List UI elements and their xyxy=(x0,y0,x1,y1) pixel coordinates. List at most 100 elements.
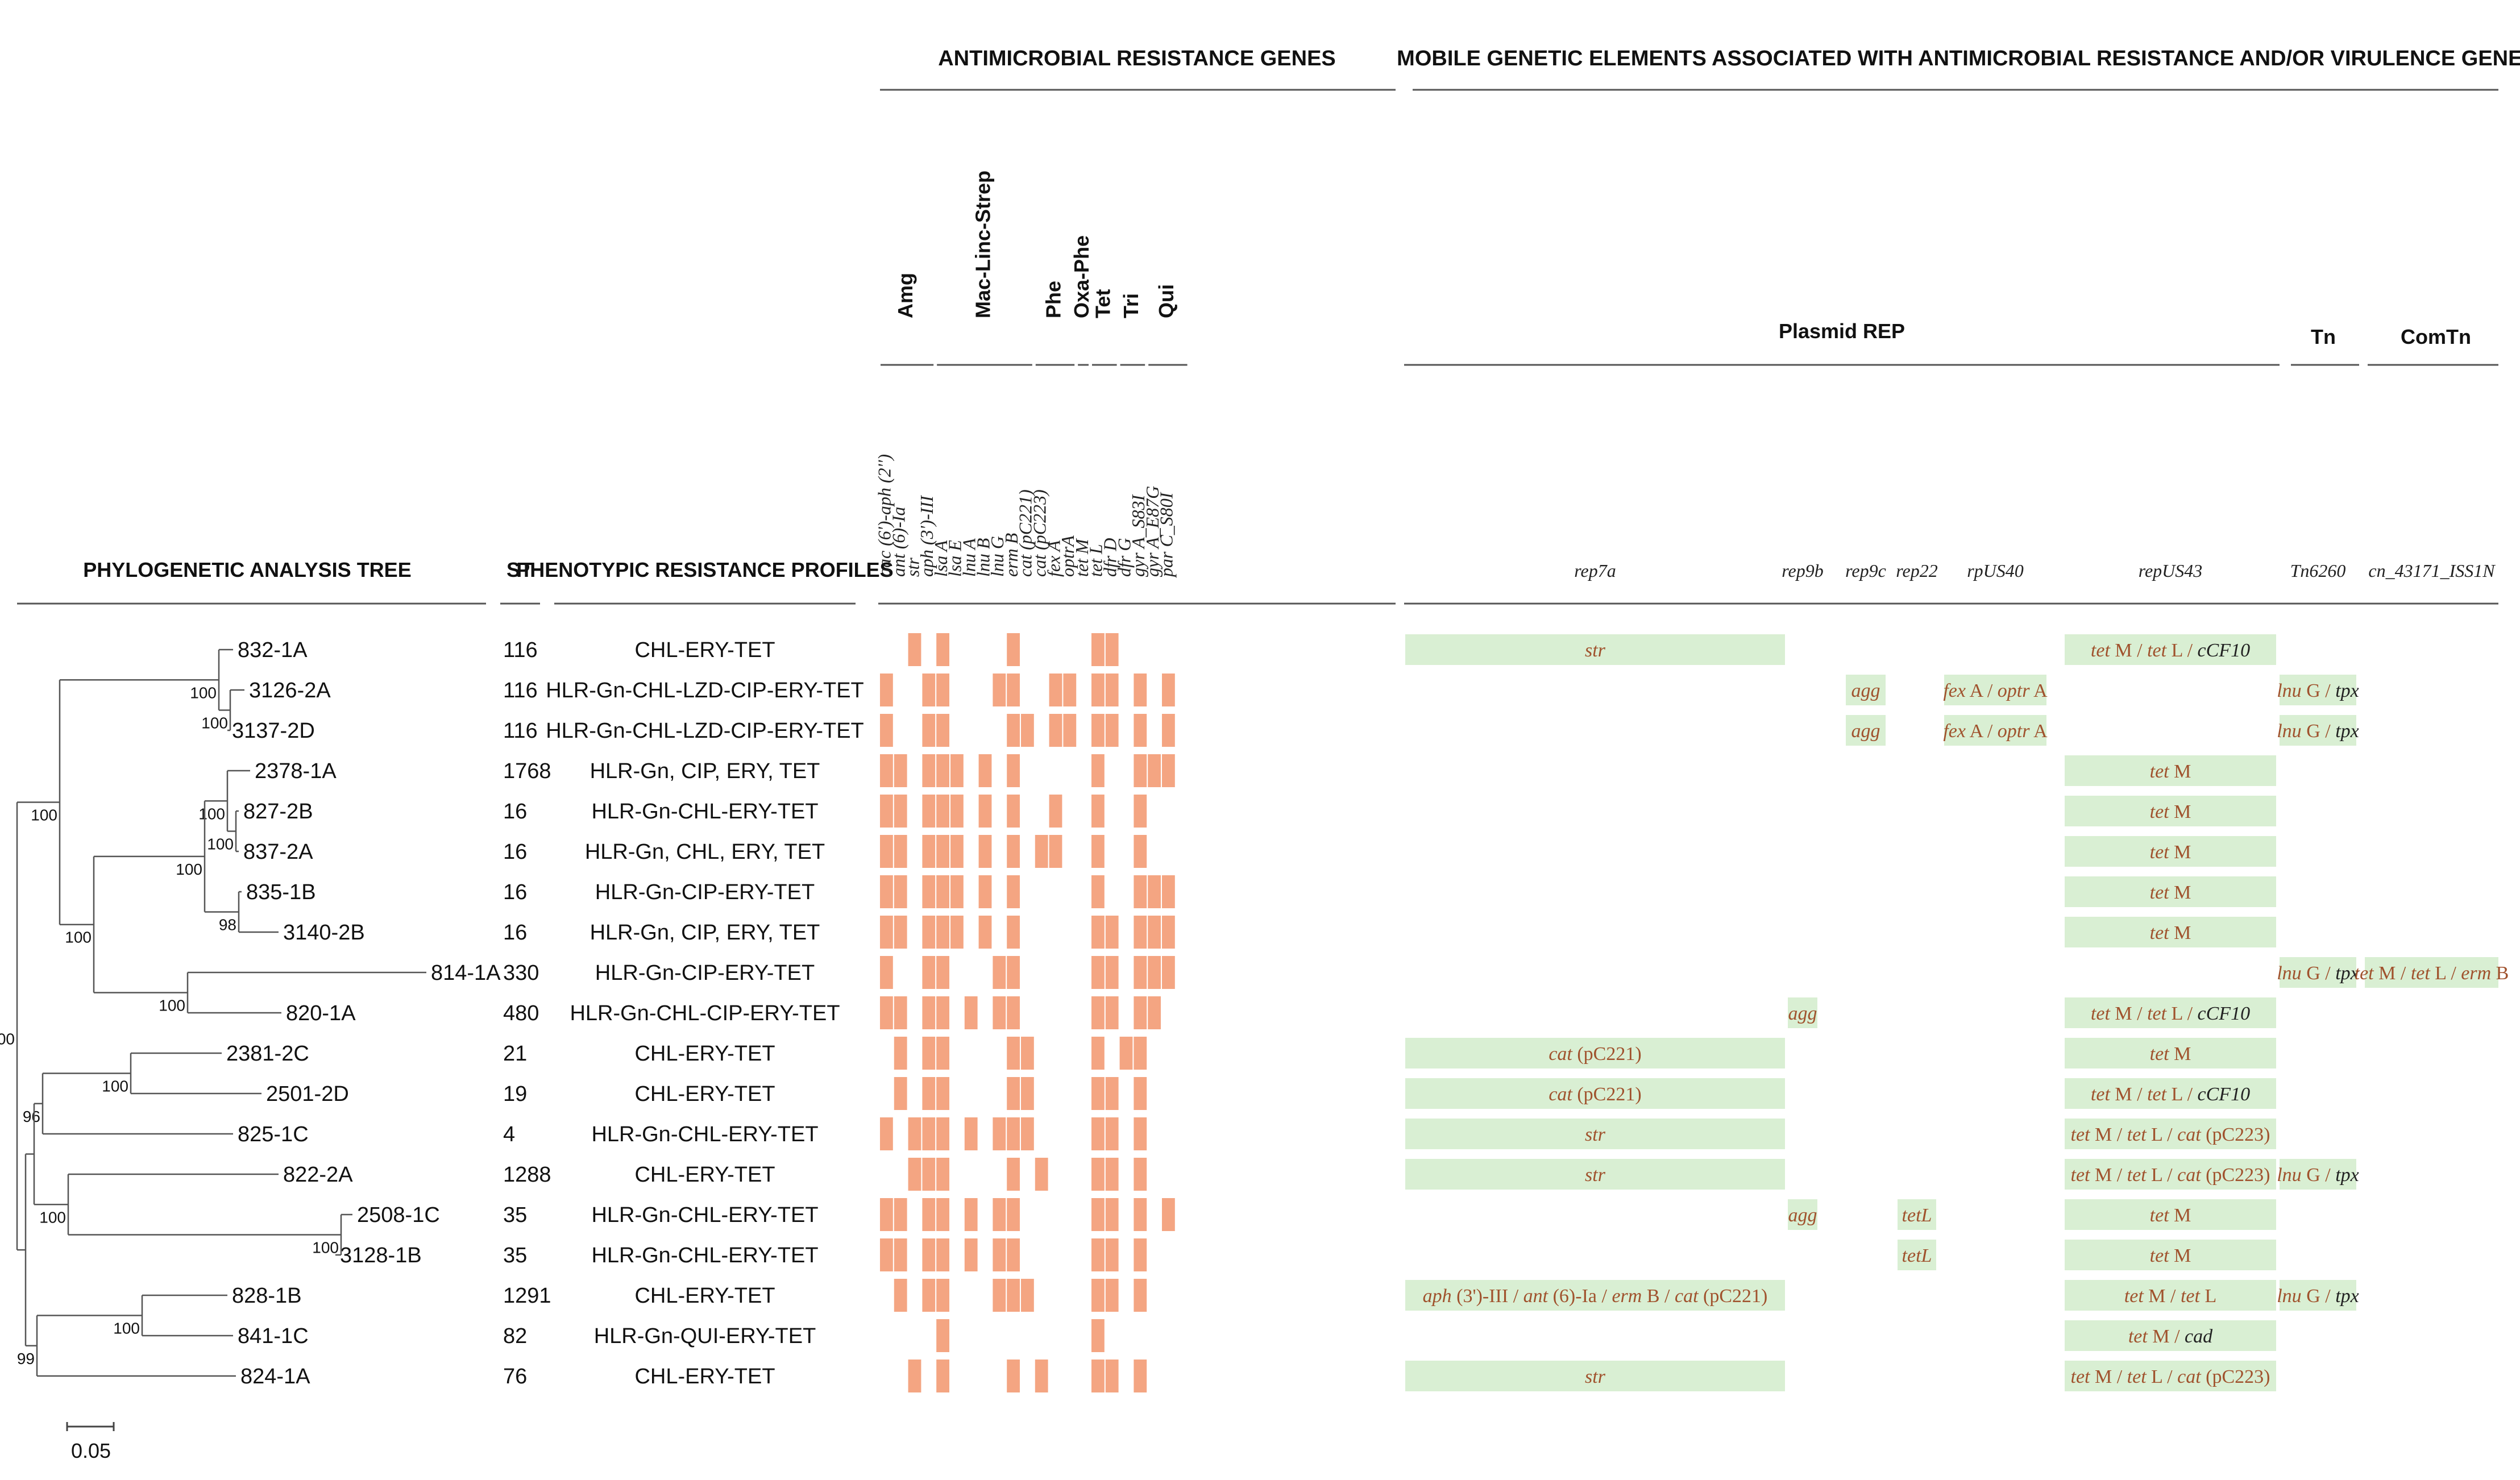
mge-annotation-text: tet M / tet L / cCF10 xyxy=(2091,1003,2250,1024)
gene-presence-cell xyxy=(1105,956,1119,989)
tn-header: Tn xyxy=(2311,325,2336,348)
gene-presence-cell xyxy=(1134,795,1147,828)
bootstrap-label: 99 xyxy=(17,1350,35,1367)
gene-presence-cell xyxy=(1105,1279,1119,1312)
mge-annotation-box xyxy=(1944,675,2046,705)
gene-presence-cell xyxy=(936,1037,949,1070)
gene-presence-cell xyxy=(922,996,936,1029)
sequence-type: 35 xyxy=(503,1203,527,1227)
mge-annotation-box xyxy=(2065,1361,2276,1391)
mge-annotation-text: agg xyxy=(1788,1205,1817,1226)
gene-presence-cell xyxy=(1162,916,1175,949)
gene-column-label: par C_S80I xyxy=(1156,492,1177,578)
gene-presence-cell xyxy=(922,1279,936,1312)
gene-presence-cell xyxy=(936,633,949,666)
profiles-header: PHENOTYPIC RESISTANCE PROFILES xyxy=(516,558,893,581)
mge-column-label: rep22 xyxy=(1896,560,1937,581)
mge-annotation-text: tet M xyxy=(2150,842,2191,863)
mge-column-label: rep9c xyxy=(1845,560,1886,581)
mge-annotation-text: fex A / optr A xyxy=(1943,721,2048,742)
gene-column-label: lsa A xyxy=(931,540,951,577)
gene-presence-cell xyxy=(922,1238,936,1271)
mge-annotation-box xyxy=(2280,675,2356,705)
gene-group-label: Amg xyxy=(894,273,917,318)
gene-column-label: tet L xyxy=(1086,544,1106,577)
gene-presence-cell xyxy=(936,714,949,747)
gene-presence-cell xyxy=(1049,795,1062,828)
gene-presence-cell xyxy=(922,916,936,949)
gene-presence-cell xyxy=(1134,674,1147,706)
gene-presence-cell xyxy=(1007,754,1020,787)
gene-presence-cell xyxy=(894,916,907,949)
gene-presence-cell xyxy=(993,1117,1006,1150)
strain-name: 841-1C xyxy=(238,1324,309,1348)
resistance-profile: CHL-ERY-TET xyxy=(634,1042,775,1066)
gene-presence-cell xyxy=(1105,633,1119,666)
comtn-header: ComTn xyxy=(2401,325,2471,348)
gene-presence-cell xyxy=(978,795,992,828)
gene-presence-cell xyxy=(1035,1360,1048,1392)
mge-annotation-box xyxy=(2065,1038,2276,1069)
mge-annotation-box xyxy=(1405,1078,1785,1109)
resistance-profile: HLR-Gn-QUI-ERY-TET xyxy=(594,1324,816,1348)
gene-presence-cell xyxy=(1007,916,1020,949)
gene-column-label: str xyxy=(902,558,923,577)
gene-presence-cell xyxy=(936,1077,949,1110)
mge-annotation-box xyxy=(2065,634,2276,665)
gene-presence-cell xyxy=(936,1198,949,1231)
mge-annotation-box xyxy=(2065,1280,2276,1311)
gene-presence-cell xyxy=(1007,1198,1020,1231)
bootstrap-label: 100 xyxy=(39,1208,66,1226)
gene-presence-cell xyxy=(880,1198,893,1231)
mge-annotation-text: str xyxy=(1585,1124,1606,1145)
gene-column-label: aac (6')-aph (2'') xyxy=(874,454,895,577)
resistance-profile: HLR-Gn-CHL-ERY-TET xyxy=(591,1123,818,1146)
mge-annotation-text: agg xyxy=(1788,1003,1817,1024)
gene-presence-cell xyxy=(964,1198,978,1231)
gene-presence-cell xyxy=(1021,1077,1034,1110)
gene-presence-cell xyxy=(1134,1238,1147,1271)
gene-presence-cell xyxy=(1134,1360,1147,1392)
sequence-type: 1291 xyxy=(503,1284,551,1308)
gene-presence-cell xyxy=(922,875,936,908)
resistance-profile: HLR-Gn, CHL, ERY, TET xyxy=(585,840,825,864)
gene-presence-cell xyxy=(936,835,949,868)
mge-annotation-box xyxy=(2065,1320,2276,1351)
gene-column-label: cat (pC221) xyxy=(1015,489,1036,577)
gene-presence-cell xyxy=(1007,875,1020,908)
gene-presence-cell xyxy=(908,1158,921,1191)
gene-presence-cell xyxy=(1063,714,1077,747)
mge-annotation-text: tet M / tet L xyxy=(2124,1286,2216,1307)
gene-presence-cell xyxy=(922,1037,936,1070)
gene-presence-cell xyxy=(908,633,921,666)
gene-column-label: optrA xyxy=(1057,535,1078,577)
gene-presence-cell xyxy=(880,1238,893,1271)
mge-annotation-text: lnu G / tpx xyxy=(2277,1165,2359,1186)
gene-presence-cell xyxy=(936,754,949,787)
strain-name: 814-1A xyxy=(431,961,501,985)
gene-presence-cell xyxy=(936,1279,949,1312)
amr-header: ANTIMICROBIAL RESISTANCE GENES xyxy=(938,47,1336,70)
strain-name: 2378-1A xyxy=(255,759,337,783)
gene-presence-cell xyxy=(1134,714,1147,747)
gene-presence-cell xyxy=(950,916,964,949)
gene-presence-cell xyxy=(1105,1158,1119,1191)
mge-annotation-box xyxy=(1788,1199,1817,1230)
resistance-profile: HLR-Gn-CIP-ERY-TET xyxy=(595,880,815,904)
sequence-type: 82 xyxy=(503,1324,527,1348)
gene-presence-cell xyxy=(1091,1198,1105,1231)
mge-annotation-text: cat (pC221) xyxy=(1548,1044,1641,1065)
gene-presence-cell xyxy=(1007,1117,1020,1150)
gene-presence-cell xyxy=(1148,996,1161,1029)
gene-presence-cell xyxy=(880,956,893,989)
resistance-profile: HLR-Gn-CHL-ERY-TET xyxy=(591,800,818,824)
gene-presence-cell xyxy=(1049,835,1062,868)
gene-presence-cell xyxy=(1091,835,1105,868)
strain-name: 3126-2A xyxy=(249,679,331,702)
gene-presence-cell xyxy=(1162,956,1175,989)
gene-presence-cell xyxy=(1007,1158,1020,1191)
gene-presence-cell xyxy=(880,714,893,747)
mge-annotation-text: fex A / optr A xyxy=(1943,680,2048,701)
gene-presence-cell xyxy=(1134,1037,1147,1070)
